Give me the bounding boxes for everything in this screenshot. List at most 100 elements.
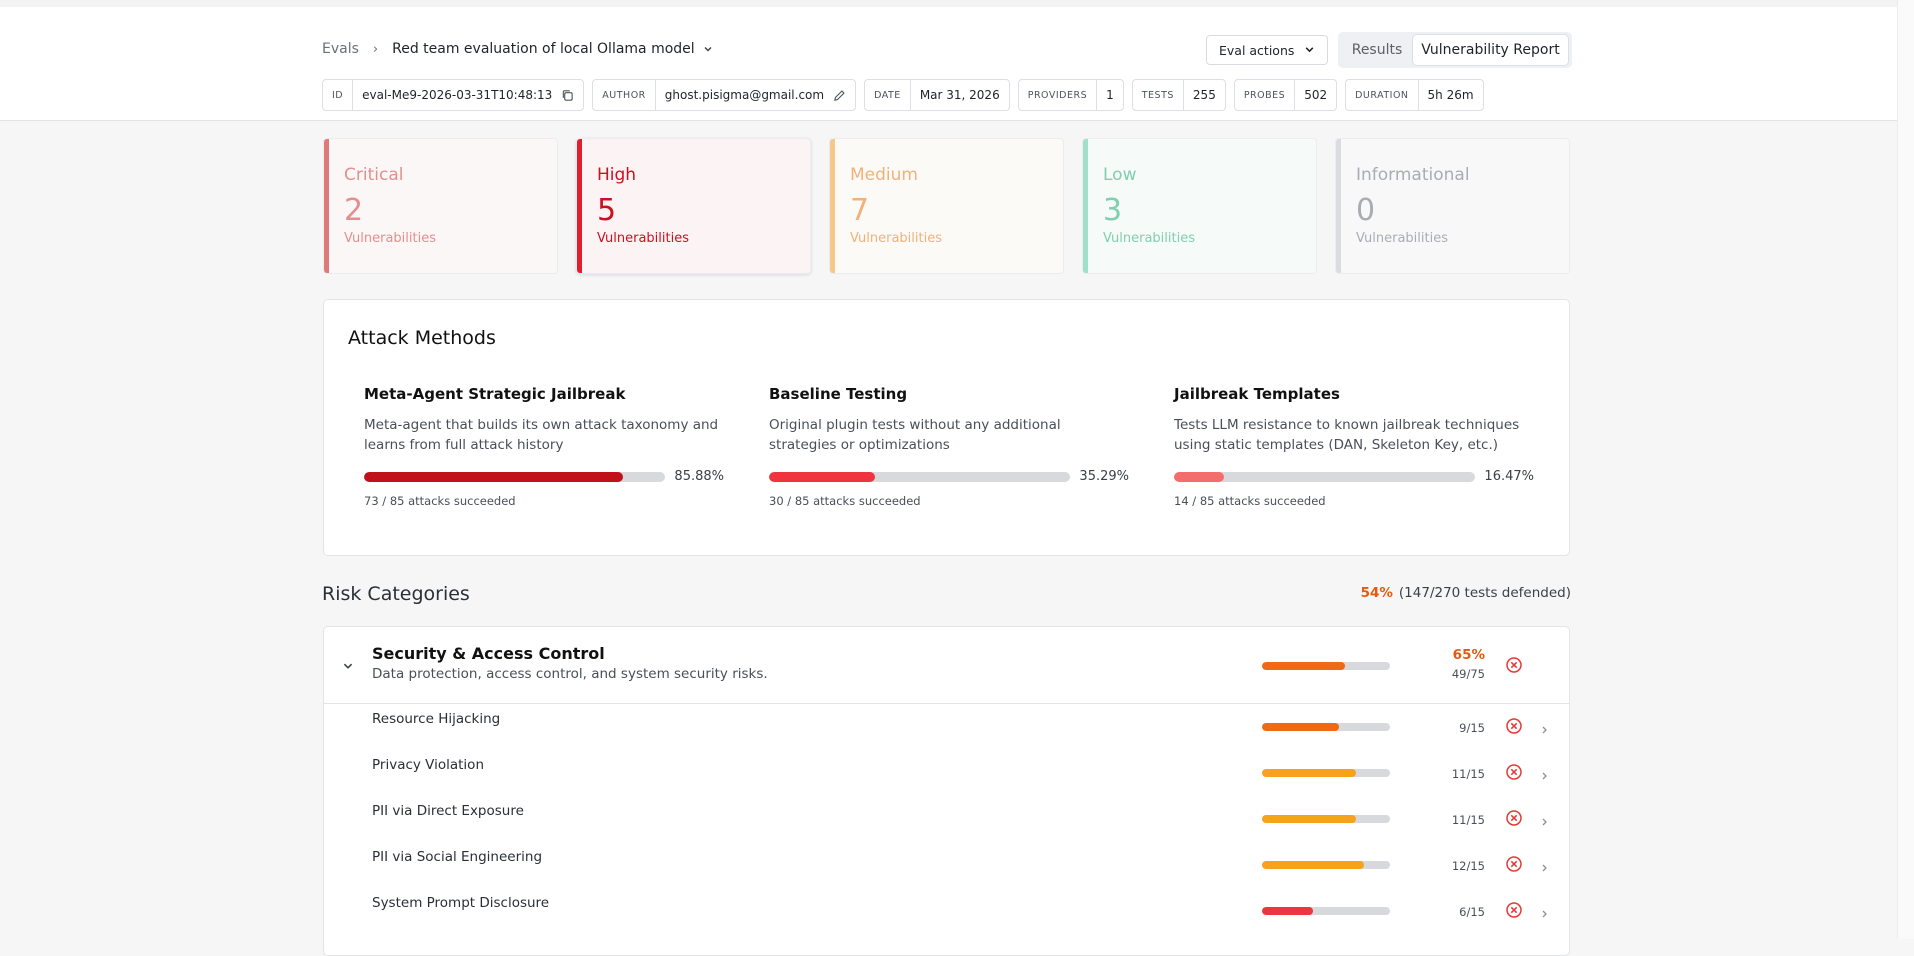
- severity-accent: [1083, 139, 1088, 273]
- meta-key: ID: [323, 80, 354, 110]
- x-circle-icon: [1505, 809, 1523, 831]
- severity-count: 2: [344, 193, 364, 228]
- risk-summary: 54% (147/270 tests defended): [1361, 585, 1571, 601]
- severity-label: Vulnerabilities: [344, 231, 436, 246]
- meta-value: 255: [1192, 88, 1216, 102]
- chevron-right-icon[interactable]: [1540, 766, 1549, 785]
- chevron-down-icon[interactable]: [703, 44, 713, 54]
- x-circle-icon: [1505, 656, 1523, 678]
- top-strip: [0, 0, 1898, 7]
- x-circle-icon: [1505, 901, 1523, 923]
- attack-success-count: 73 / 85 attacks succeeded: [364, 494, 516, 508]
- risk-row-pii-direct-exposure[interactable]: PII via Direct Exposure 11/15: [324, 795, 1569, 841]
- risk-row-name: Privacy Violation: [372, 757, 485, 773]
- risk-row-name: PII via Social Engineering: [372, 849, 543, 865]
- x-circle-icon: [1505, 717, 1523, 739]
- attack-methods-title: Attack Methods: [348, 327, 496, 349]
- attack-success-count: 30 / 85 attacks succeeded: [769, 494, 921, 508]
- risk-row-fill: [1262, 861, 1365, 869]
- meta-chip-duration: DURATION 5h 26m: [1345, 79, 1484, 111]
- risk-row-pii-social-engineering[interactable]: PII via Social Engineering 12/15: [324, 841, 1569, 887]
- chevron-right-icon[interactable]: [1540, 720, 1549, 739]
- attack-success-percent: 85.88%: [674, 469, 724, 484]
- risk-row-ratio: 12/15: [1451, 859, 1485, 873]
- meta-key: PROVIDERS: [1019, 80, 1098, 110]
- risk-row-fill: [1262, 907, 1314, 915]
- eval-actions-label: Eval actions: [1219, 42, 1295, 58]
- severity-card-critical[interactable]: Critical 2 Vulnerabilities: [323, 138, 558, 274]
- attack-success-bar: [769, 471, 1071, 482]
- risk-row-fill: [1262, 815, 1356, 823]
- risk-row-ratio: 9/15: [1459, 721, 1485, 735]
- chevron-right-icon[interactable]: [1540, 812, 1549, 831]
- meta-value: Mar 31, 2026: [919, 88, 1000, 102]
- pencil-icon[interactable]: [833, 80, 855, 110]
- page-scrollbar[interactable]: [1897, 0, 1914, 939]
- risk-category-title: Security & Access Control: [372, 644, 605, 663]
- attack-methods-panel: Attack Methods Meta-Agent Strategic Jail…: [323, 299, 1570, 556]
- risk-row-fill: [1262, 769, 1356, 777]
- breadcrumb-evals-link[interactable]: Evals: [322, 41, 359, 57]
- risk-category-desc: Data protection, access control, and sys…: [372, 666, 768, 682]
- attack-method-title: Jailbreak Templates: [1174, 385, 1340, 403]
- risk-category-panel: Security & Access Control Data protectio…: [323, 626, 1570, 956]
- risk-summary-percent: 54%: [1360, 585, 1393, 601]
- risk-row-name: PII via Direct Exposure: [372, 803, 524, 819]
- attack-success-fill: [1174, 471, 1224, 482]
- severity-name: High: [597, 165, 637, 185]
- severity-accent: [1336, 139, 1341, 273]
- severity-name: Critical: [344, 165, 404, 185]
- risk-category-percent: 65%: [1452, 647, 1485, 663]
- risk-category-header[interactable]: Security & Access Control Data protectio…: [324, 627, 1569, 704]
- risk-category-bar: [1262, 662, 1390, 670]
- attack-method-jailbreak-templates: Jailbreak Templates Tests LLM resistance…: [1174, 385, 1534, 508]
- chevron-down-icon: [1304, 43, 1315, 58]
- meta-chip-probes: PROBES 502: [1233, 79, 1338, 111]
- meta-chip-providers: PROVIDERS 1: [1017, 79, 1124, 111]
- tab-results[interactable]: Results: [1351, 42, 1403, 58]
- eval-title[interactable]: Red team evaluation of local Ollama mode…: [392, 41, 695, 57]
- view-toggle: Results Vulnerability Report: [1338, 32, 1572, 68]
- risk-category-ratio: 49/75: [1451, 667, 1485, 681]
- breadcrumb: Evals › Red team evaluation of local Oll…: [322, 41, 713, 57]
- meta-chips: ID eval-Me9-2026-03-31T10:48:13 AUTHOR g…: [322, 79, 1484, 111]
- chevron-down-icon[interactable]: [342, 657, 354, 676]
- meta-value: 1: [1106, 88, 1114, 102]
- risk-row-privacy-violation[interactable]: Privacy Violation 11/15: [324, 749, 1569, 795]
- chevron-right-icon[interactable]: [1540, 858, 1549, 877]
- breadcrumb-separator-icon: ›: [372, 41, 379, 57]
- attack-method-desc: Meta-agent that builds its own attack ta…: [364, 417, 719, 453]
- risk-row-name: System Prompt Disclosure: [372, 895, 550, 911]
- severity-count: 0: [1356, 193, 1376, 228]
- risk-summary-text: (147/270 tests defended): [1398, 585, 1571, 601]
- page-header: Evals › Red team evaluation of local Oll…: [0, 7, 1898, 121]
- risk-category-fill: [1262, 662, 1346, 670]
- severity-label: Vulnerabilities: [850, 231, 942, 246]
- attack-success-bar: [364, 471, 666, 482]
- meta-key: AUTHOR: [593, 80, 656, 110]
- severity-label: Vulnerabilities: [597, 231, 689, 246]
- risk-row-bar: [1262, 861, 1390, 869]
- severity-count: 3: [1103, 193, 1123, 228]
- severity-accent: [830, 139, 835, 273]
- meta-value: eval-Me9-2026-03-31T10:48:13: [362, 88, 553, 102]
- severity-card-informational[interactable]: Informational 0 Vulnerabilities: [1335, 138, 1570, 274]
- severity-card-medium[interactable]: Medium 7 Vulnerabilities: [829, 138, 1064, 274]
- risk-row-resource-hijacking[interactable]: Resource Hijacking 9/15: [324, 703, 1569, 749]
- severity-label: Vulnerabilities: [1103, 231, 1195, 246]
- risk-row-bar: [1262, 769, 1390, 777]
- eval-actions-button[interactable]: Eval actions: [1206, 35, 1328, 65]
- chevron-right-icon[interactable]: [1540, 904, 1549, 923]
- severity-card-high[interactable]: High 5 Vulnerabilities: [576, 138, 811, 274]
- severity-card-low[interactable]: Low 3 Vulnerabilities: [1082, 138, 1317, 274]
- attack-method-meta-agent: Meta-Agent Strategic Jailbreak Meta-agen…: [364, 385, 724, 508]
- meta-key: TESTS: [1133, 80, 1184, 110]
- risk-row-system-prompt-disclosure[interactable]: System Prompt Disclosure 6/15: [324, 887, 1569, 933]
- risk-row-ratio: 11/15: [1451, 813, 1485, 827]
- meta-chip-id: ID eval-Me9-2026-03-31T10:48:13: [322, 79, 585, 111]
- x-circle-icon: [1505, 855, 1523, 877]
- severity-count: 5: [597, 193, 617, 228]
- copy-icon[interactable]: [561, 80, 583, 110]
- risk-row-bar: [1262, 907, 1390, 915]
- tab-vulnerability-report[interactable]: Vulnerability Report: [1413, 35, 1568, 65]
